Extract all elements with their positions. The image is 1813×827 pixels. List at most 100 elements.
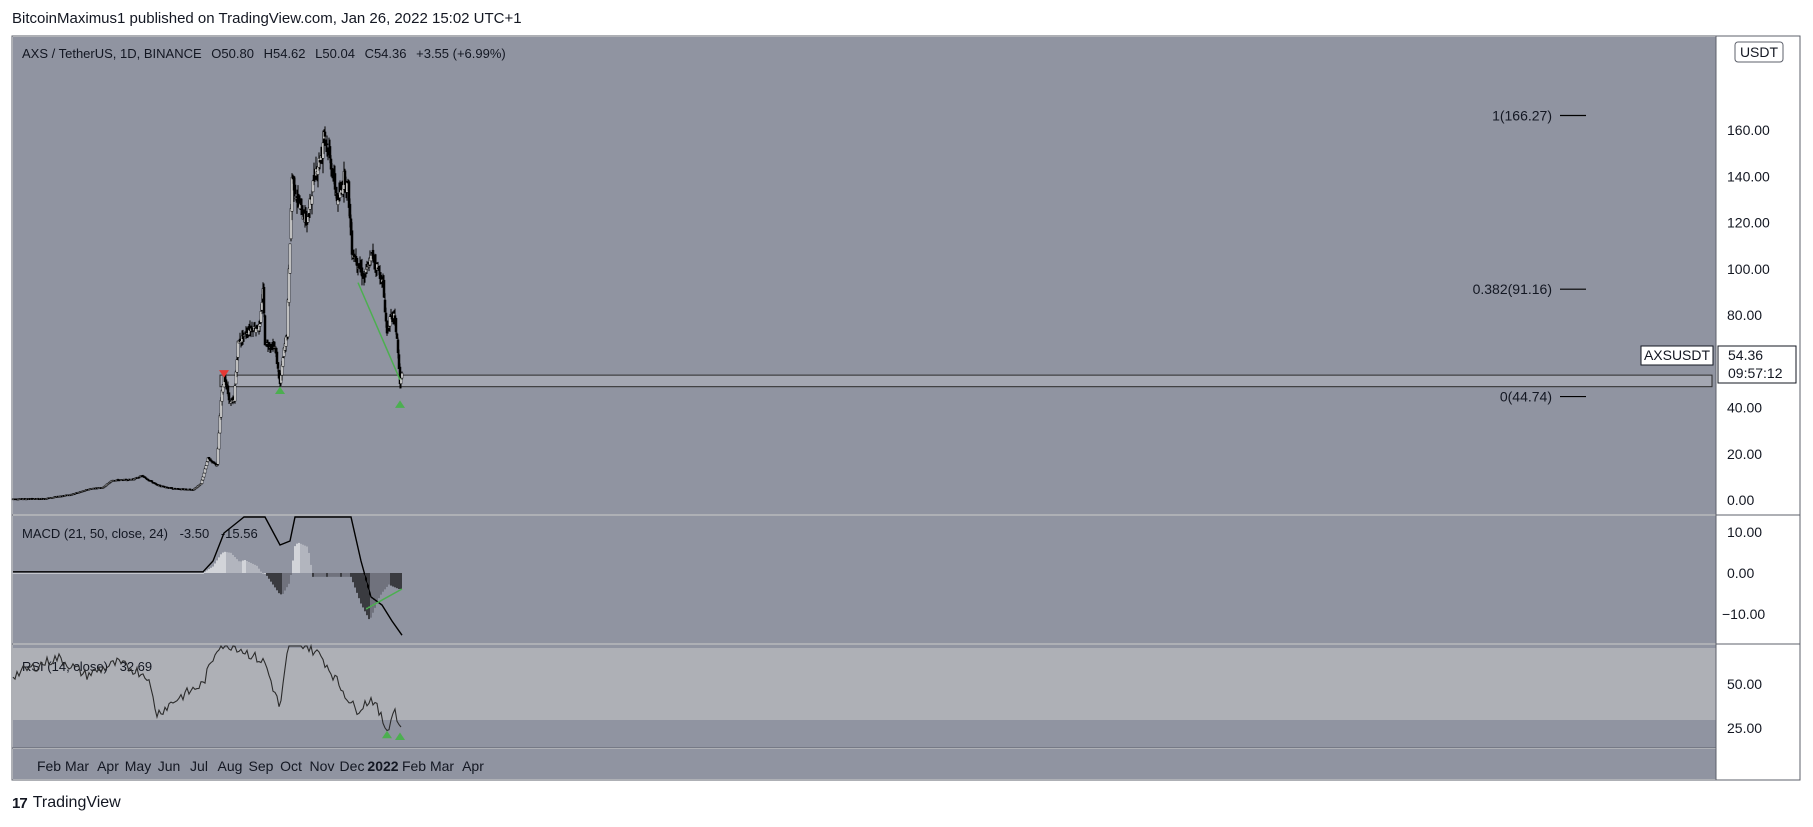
publish-header-text: BitcoinMaximus1 published on TradingView… — [12, 10, 522, 27]
macd-bar — [70, 573, 72, 574]
macd-bar — [78, 573, 80, 574]
main-legend: AXS / TetherUS, 1D, BINANCE O50.80 H54.6… — [22, 46, 506, 61]
macd-bar — [344, 573, 346, 577]
macd-bar — [220, 554, 222, 573]
macd-bar — [120, 573, 122, 574]
macd-bar — [132, 573, 134, 574]
macd-bar — [324, 573, 326, 577]
macd-bar — [292, 560, 294, 573]
macd-bar — [298, 542, 300, 573]
macd-bar — [130, 573, 132, 574]
macd-bar — [248, 561, 250, 573]
macd-bar — [202, 573, 204, 574]
macd-bar — [326, 573, 328, 577]
macd-bar — [30, 573, 32, 574]
rsi-legend: RSI (14, close) 32.69 — [22, 659, 152, 674]
macd-bar — [20, 573, 22, 574]
macd-line-layer — [13, 516, 403, 636]
macd-bar — [188, 573, 190, 574]
macd-tick: 10.00 — [1727, 524, 1762, 540]
macd-bar — [182, 573, 184, 574]
candle-body — [333, 173, 337, 190]
macd-bar — [142, 573, 144, 574]
macd-bar — [356, 573, 358, 593]
macd-bar — [302, 544, 304, 573]
price-tick: 120.00 — [1727, 215, 1770, 231]
macd-bar — [168, 573, 170, 574]
macd-bar — [222, 552, 224, 573]
main-legend-c-label: C — [365, 46, 374, 61]
macd-bar — [328, 573, 330, 577]
macd-bar — [146, 573, 148, 574]
macd-bar — [340, 573, 342, 577]
candle-body — [383, 299, 387, 313]
macd-bar — [116, 573, 118, 574]
macd-bar — [216, 560, 218, 573]
macd-bar — [372, 573, 374, 613]
macd-bar — [172, 573, 174, 574]
annotations — [219, 282, 405, 741]
macd-bar — [118, 573, 120, 574]
candle-body — [216, 448, 220, 465]
macd-bar — [284, 573, 286, 591]
macd-bar — [290, 573, 292, 575]
macd-bar — [224, 551, 226, 573]
footer: 17 TradingView — [12, 794, 121, 812]
macd-histogram — [12, 542, 402, 620]
macd-bar — [190, 573, 192, 574]
macd-bar — [368, 573, 370, 620]
macd-line — [13, 516, 403, 636]
price-tag[interactable]: AXSUSDT 54.36 09:57:12 — [1640, 345, 1797, 384]
time-tick: Apr — [97, 758, 119, 774]
candle-body — [310, 195, 314, 205]
macd-bar — [200, 573, 202, 574]
candle-body — [202, 472, 206, 478]
publish-header: BitcoinMaximus1 published on TradingView… — [12, 10, 522, 27]
macd-bar — [196, 573, 198, 574]
fib-label: 0.382(91.16) — [1473, 281, 1552, 297]
macd-bar — [198, 573, 200, 574]
macd-bar — [280, 573, 282, 595]
macd-bar — [28, 573, 30, 574]
macd-bar — [264, 573, 266, 574]
main-legend-c-value: 54.36 — [374, 46, 407, 61]
macd-bar — [128, 573, 130, 574]
macd-bar — [260, 571, 262, 573]
main-legend-o-label: O — [211, 46, 221, 61]
macd-bar — [272, 573, 274, 585]
macd-bar — [388, 573, 390, 585]
macd-bar — [178, 573, 180, 574]
candle-body — [259, 310, 263, 323]
currency-badge-box[interactable] — [1734, 41, 1784, 63]
macd-legend-v2: -15.56 — [221, 526, 258, 541]
macd-bar — [382, 573, 384, 592]
candle-body — [287, 268, 291, 303]
macd-bar — [332, 573, 334, 577]
time-tick: May — [125, 758, 151, 774]
price-tag-symbol-box — [1640, 345, 1714, 366]
macd-bar — [162, 573, 164, 574]
macd-tick: 0.00 — [1727, 565, 1754, 581]
candle-body — [328, 146, 332, 159]
macd-bar — [308, 552, 310, 573]
macd-bar — [154, 573, 156, 574]
fib-label: 0(44.74) — [1500, 389, 1552, 405]
currency-badge[interactable]: USDT — [1740, 44, 1779, 60]
rsi-line-layer — [12, 644, 402, 732]
macd-bar — [176, 573, 178, 574]
candle-body — [323, 131, 327, 137]
macd-bar — [90, 573, 92, 574]
candle-body — [235, 359, 239, 373]
macd-bar — [210, 567, 212, 573]
macd-legend-title: MACD (21, 50, close, 24) — [22, 526, 168, 541]
time-tick: Oct — [280, 758, 302, 774]
macd-bar — [338, 573, 340, 577]
macd-bar — [400, 573, 402, 590]
macd-bar — [112, 573, 114, 574]
candle-body — [365, 266, 369, 270]
time-tick: Nov — [310, 758, 335, 774]
macd-bar — [68, 573, 70, 574]
time-tick: Dec — [340, 758, 365, 774]
macd-bar — [218, 557, 220, 573]
